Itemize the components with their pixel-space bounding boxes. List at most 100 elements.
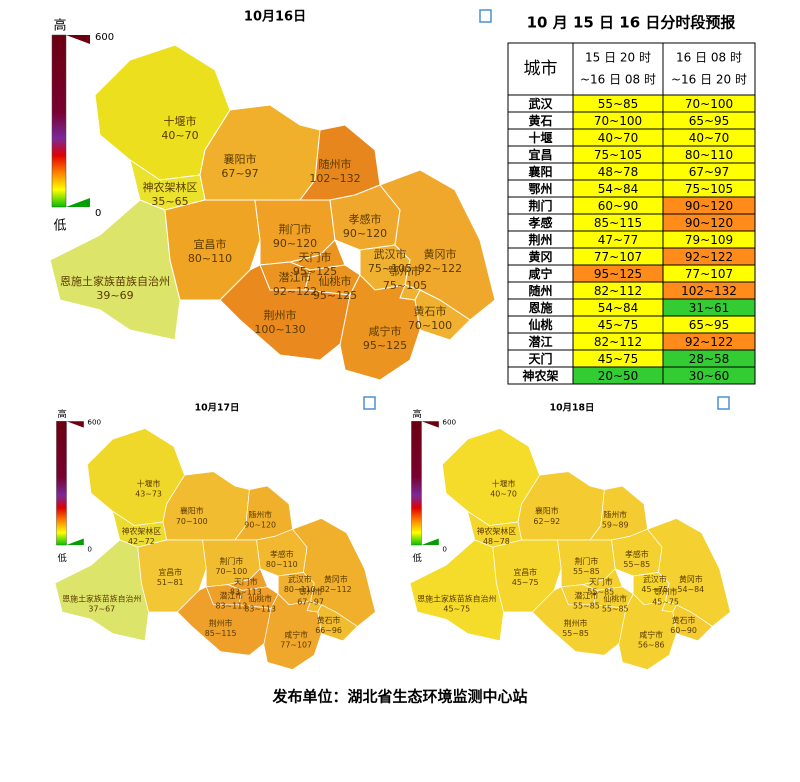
region-range: 82~112	[320, 585, 352, 594]
region-name: 天门市	[299, 250, 332, 264]
region-range: 35~65	[151, 195, 188, 208]
region-range: 39~69	[96, 289, 133, 302]
city-name: 鄂州	[528, 182, 552, 196]
region-range: 56~86	[638, 641, 665, 650]
region-name: 潜江市	[279, 270, 312, 284]
region-name: 潜江市	[220, 591, 244, 601]
forecast-range: 75~105	[594, 148, 642, 162]
header-period: 15 日 20 时	[585, 51, 651, 65]
forecast-range: 60~90	[598, 199, 639, 213]
region-name: 荆州市	[264, 308, 297, 322]
region-range: 42~72	[128, 537, 155, 546]
region-range: 37~67	[88, 605, 115, 614]
forecast-range: 67~97	[689, 165, 730, 179]
forecast-range: 77~107	[685, 267, 733, 281]
region-name: 潜江市	[575, 591, 599, 601]
region-range: 90~120	[273, 237, 317, 250]
forecast-range: 65~95	[689, 114, 730, 128]
region-name: 襄阳市	[535, 506, 559, 516]
region-range: 70~100	[408, 319, 452, 332]
region	[263, 593, 322, 670]
city-name: 仙桃	[528, 317, 552, 332]
region-name: 黄石市	[414, 304, 447, 318]
forecast-range: 90~120	[685, 199, 733, 213]
region-range: 85~115	[205, 629, 237, 638]
city-name: 十堰	[528, 130, 552, 145]
region	[409, 539, 504, 642]
region-range: 54~84	[677, 585, 704, 594]
region-name: 随州市	[603, 509, 627, 519]
forecast-range: 55~85	[598, 97, 639, 111]
region-name: 仙桃市	[319, 274, 352, 288]
region-name: 宜昌市	[513, 567, 537, 577]
region-name: 咸宁市	[639, 630, 663, 640]
region-name: 宜昌市	[158, 567, 182, 577]
forecast-range: 40~70	[689, 131, 730, 145]
region-name: 恩施土家族苗族自治州	[417, 594, 496, 604]
region-range: 48~78	[483, 537, 510, 546]
region-name: 仙桃市	[603, 594, 627, 604]
region	[339, 274, 421, 381]
region-range: 77~107	[280, 641, 312, 650]
region-name: 荆州市	[564, 618, 588, 628]
forecast-range: 82~112	[594, 335, 642, 349]
legend-low: 低	[58, 552, 68, 564]
region-range: 40~70	[161, 129, 198, 142]
forecast-range: 47~77	[598, 233, 639, 247]
region-range: 55~85	[587, 587, 614, 596]
region-range: 90~120	[343, 227, 387, 240]
city-name: 黄冈	[528, 249, 552, 264]
table-header-bg	[507, 42, 756, 96]
legend-low: 低	[413, 552, 423, 564]
region-range: 95~125	[363, 339, 407, 352]
region-name: 孝感市	[270, 549, 294, 559]
region-name: 黄冈市	[324, 574, 348, 584]
city-name: 天门	[528, 351, 552, 366]
region-range: 70~100	[176, 517, 208, 526]
region-range: 67~97	[297, 597, 324, 606]
region-name: 襄阳市	[224, 152, 257, 166]
city-name: 神农架	[522, 368, 558, 383]
city-name: 宜昌	[528, 147, 552, 162]
region-name: 黄石市	[317, 615, 341, 625]
forecast-range: 45~75	[598, 352, 639, 366]
legend-min: 0	[87, 544, 92, 553]
region-range: 67~97	[221, 167, 258, 180]
region-range: 55~85	[573, 567, 600, 576]
region-name: 神农架林区	[143, 180, 198, 194]
region-name: 荆门市	[220, 556, 244, 566]
forecast-range: 20~50	[598, 369, 639, 383]
region-name: 孝感市	[625, 549, 649, 559]
region-name: 天门市	[589, 576, 613, 586]
forecast-range: 65~95	[689, 318, 730, 332]
region-name: 黄冈市	[424, 247, 457, 261]
region-name: 鄂州市	[299, 586, 323, 596]
region-range: 60~90	[670, 626, 697, 635]
legend-max: 600	[95, 32, 114, 43]
region-name: 宜昌市	[194, 237, 227, 251]
city-name: 襄阳	[527, 164, 552, 179]
region-name: 咸宁市	[369, 324, 402, 338]
map-title: 10月18日	[550, 403, 595, 414]
table-title: 10 月 15 日 16 日分时段预报	[527, 14, 736, 32]
region-name: 武汉市	[374, 247, 407, 261]
legend-low: 低	[53, 219, 66, 234]
legend-flag	[66, 35, 90, 44]
header-period: 16 日 08 时	[676, 51, 742, 65]
region-range: 45~75	[443, 605, 470, 614]
region-range: 75~105	[368, 262, 412, 275]
region-name: 黄冈市	[679, 574, 703, 584]
doc-icon	[717, 396, 730, 410]
map-panel: 10月17日高6000低十堰市43~73襄阳市70~100随州市90~120神农…	[54, 403, 376, 670]
forecast-range: 95~125	[594, 267, 642, 281]
region-range: 70~100	[216, 567, 248, 576]
region-range: 92~122	[273, 285, 317, 298]
forecast-range: 45~75	[598, 318, 639, 332]
region-name: 随州市	[319, 157, 352, 171]
region-name: 武汉市	[643, 574, 667, 584]
region-name: 神农架林区	[477, 526, 517, 536]
region-name: 随州市	[248, 509, 272, 519]
header-period: ~16 日 08 时	[580, 73, 656, 87]
map-title: 10月17日	[195, 403, 240, 414]
